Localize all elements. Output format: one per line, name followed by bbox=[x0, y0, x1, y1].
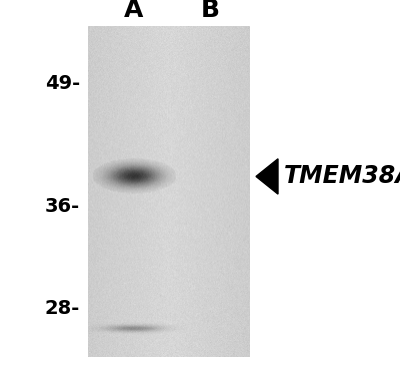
Text: 28-: 28- bbox=[45, 300, 80, 318]
Text: 36-: 36- bbox=[45, 197, 80, 216]
Text: TMEM38A: TMEM38A bbox=[284, 164, 400, 188]
Text: A: A bbox=[124, 0, 144, 22]
Text: 49-: 49- bbox=[45, 74, 80, 93]
Text: B: B bbox=[200, 0, 220, 22]
Polygon shape bbox=[256, 159, 278, 194]
